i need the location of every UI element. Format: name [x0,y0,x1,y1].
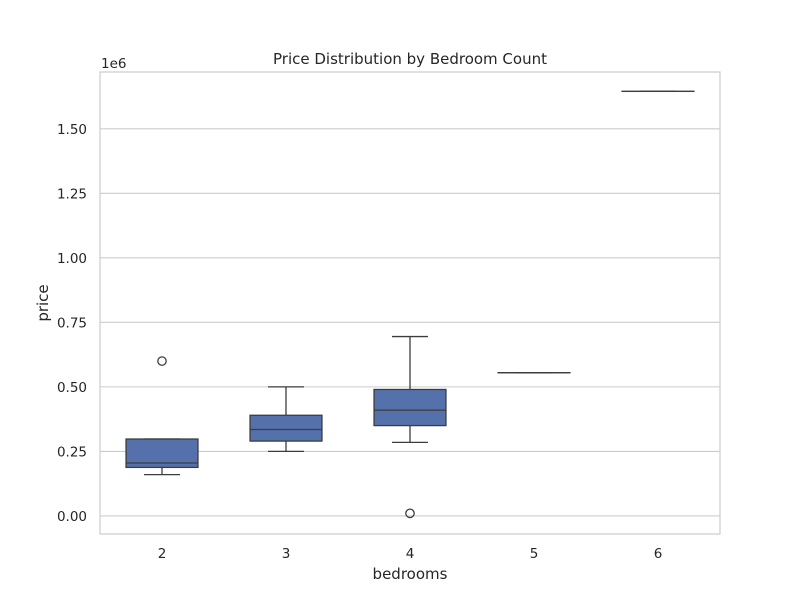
y-tick-label: 0.75 [57,315,87,331]
x-tick-label: 3 [282,546,291,562]
plot-frame [99,71,721,535]
y-tick-label: 0.25 [57,444,87,460]
x-tick-label: 4 [406,546,415,562]
x-tick-label: 2 [158,546,167,562]
outlier-point [405,508,415,519]
y-tick-label: 0.50 [57,380,87,396]
x-tick-labels: 2 3 4 5 6 [158,546,663,562]
y-tick-label: 0.00 [57,509,87,525]
y-axis-title: price [34,284,52,321]
box-group [373,335,447,519]
x-tick-label: 6 [654,546,663,562]
x-axis-title: bedrooms [373,565,448,583]
outlier-point [157,356,167,366]
box-group [249,386,323,453]
iqr-box [373,388,447,427]
y-tick-label: 1.50 [57,122,87,138]
x-tick-label: 5 [530,546,539,562]
box-layer [125,90,695,519]
box-group [125,356,199,476]
y-tick-label: 1.25 [57,186,87,202]
y-offset-label: 1e6 [101,56,126,72]
y-tick-labels: 0.00 0.25 0.50 0.75 1.00 1.25 1.50 [57,122,87,525]
iqr-box [249,414,323,442]
y-tick-label: 1.00 [57,251,87,267]
chart-title: Price Distribution by Bedroom Count [273,50,547,68]
